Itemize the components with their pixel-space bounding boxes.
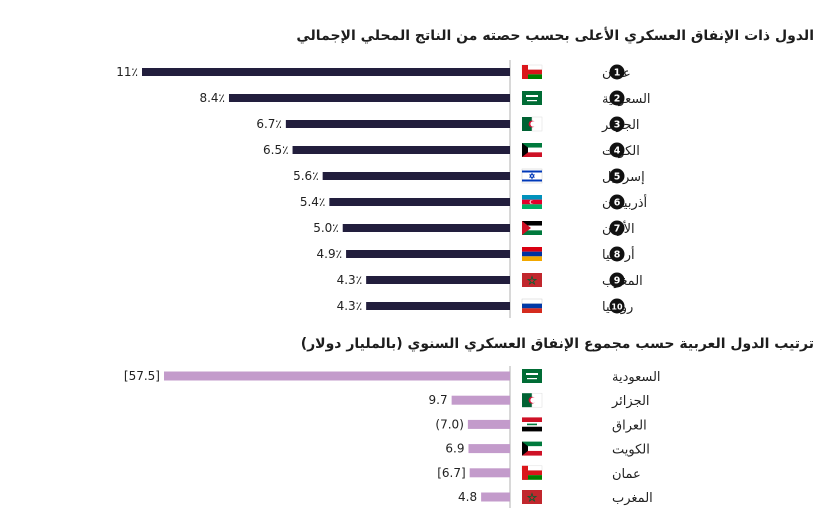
value-label: 6.5٪ [263,143,289,157]
value-label: 4.3٪ [337,273,363,287]
rank-number: 8 [614,250,621,261]
morocco-flag-icon [522,490,542,504]
value-label: 5.0٪ [313,221,339,235]
rank-badge [609,298,625,314]
rank-number: 4 [614,146,621,157]
rank-number: 7 [614,224,621,235]
rank-badge [609,272,625,288]
value-label: 4.9٪ [317,247,343,261]
oman-flag-icon [521,465,543,480]
rank-number: 3 [614,120,621,131]
value-label: [57.5] [124,369,160,383]
category-label: السعودية [612,370,661,385]
oman-flag-icon [521,64,543,79]
bar [322,172,510,180]
value-label: (7.0) [435,417,463,431]
bar [285,120,510,128]
bar [164,371,510,381]
category-label: العراق [612,418,647,433]
russia-flag-icon [521,298,543,313]
bar [366,276,510,284]
bar [329,198,510,206]
bar [292,146,510,154]
rank-badge [609,220,625,236]
bar [451,395,510,405]
rank-badge [609,246,625,262]
kuwait-flag-icon [522,143,542,157]
rank-number: 6 [614,198,621,209]
armenia-flag-icon [522,247,542,261]
rank-badge [609,142,625,158]
bar [346,250,510,258]
kuwait-flag-icon [522,441,542,456]
value-label: 6.7٪ [256,117,282,131]
chart-title-gdp-share: الدول ذات الإنفاق العسكري الأعلى بحسب حص… [296,28,814,44]
morocco-flag-icon [522,273,542,287]
rank-number: 10 [611,303,623,312]
rank-badge [609,64,625,80]
chart-title-arab-spending: ترتيب الدول العربية حسب مجموع الإنفاق ال… [300,336,814,352]
rank-number: 2 [614,94,621,105]
value-label: 4.3٪ [337,299,363,313]
category-label: الجزائر [611,394,650,409]
bar [481,492,510,502]
bar [467,419,510,429]
bar [468,444,510,454]
value-label: 5.6٪ [293,169,319,183]
rank-badge [609,116,625,132]
bar [142,68,510,76]
rank-badge [609,168,625,184]
azerbaijan-flag-icon [522,195,542,209]
category-label: السعودية [602,92,651,107]
value-label: [6.7] [437,466,465,480]
bar [366,302,510,310]
algeria-flag-icon [522,392,543,408]
rank-number: 5 [614,172,621,183]
value-label: 5.4٪ [300,195,326,209]
bar [469,468,510,478]
category-label: الكويت [612,443,650,458]
category-label: عمان [612,467,641,482]
value-label: 9.7 [429,393,448,407]
rank-number: 1 [614,68,621,79]
value-label: 11٪ [116,65,138,79]
rank-badge [609,90,625,106]
algeria-flag-icon [522,116,543,132]
value-label: 4.8 [458,490,477,504]
category-label: المغرب [612,491,653,506]
saudi-flag-icon [522,369,542,383]
bar [228,94,510,102]
bar [342,224,510,232]
value-label: 8.4٪ [199,91,225,105]
iraq-flag-icon [522,417,542,432]
jordan-flag-icon [522,221,542,235]
rank-badge [609,194,625,210]
value-label: 6.9 [445,442,464,456]
saudi-flag-icon [522,91,542,105]
category-label: أذربيجان [602,194,647,211]
rank-number: 9 [614,276,621,287]
israel-flag-icon [521,168,543,184]
